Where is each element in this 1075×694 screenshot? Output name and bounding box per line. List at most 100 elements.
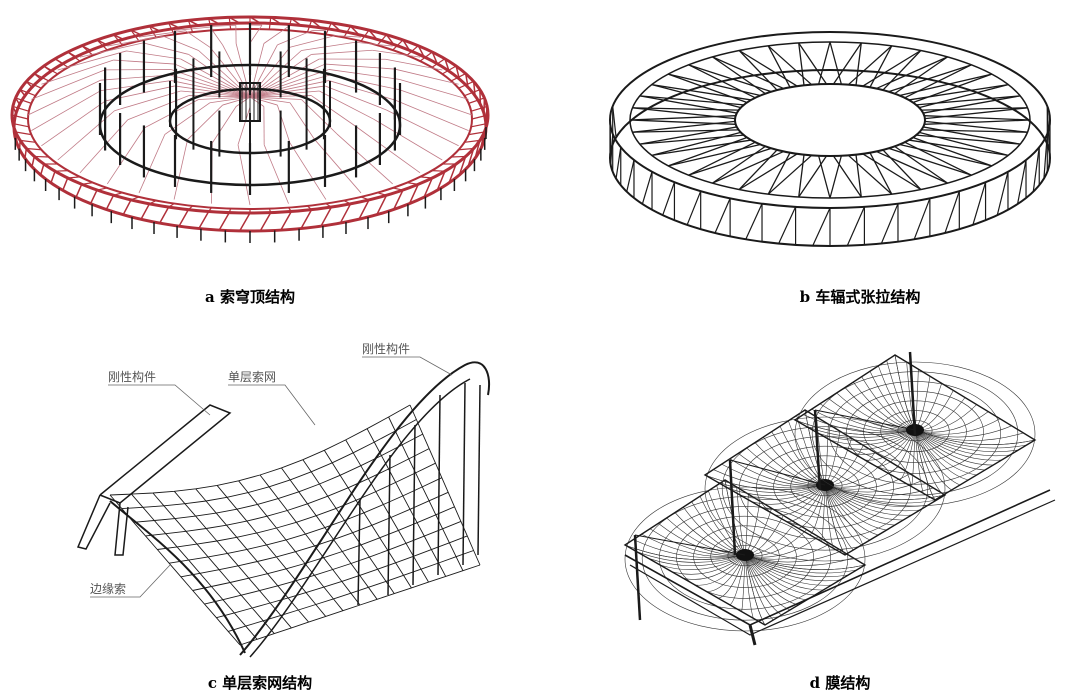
- membrane-radial-line: [914, 429, 924, 494]
- ring-truss-web: [420, 176, 433, 179]
- arch-support-column: [387, 454, 391, 596]
- spoke-cable: [923, 126, 1021, 145]
- membrane-radial-line: [744, 554, 857, 574]
- membrane-radial-line: [841, 429, 916, 450]
- ridge-cable: [399, 78, 469, 100]
- spoke-cable: [629, 119, 736, 125]
- spoke-cable: [912, 136, 993, 167]
- ring-truss-web: [377, 192, 387, 196]
- membrane-radial-line: [914, 369, 919, 431]
- membrane-radial-line: [824, 484, 937, 504]
- ridge-cable: [100, 74, 171, 81]
- membrane-radial-line: [911, 429, 916, 487]
- ring-truss-web: [14, 97, 21, 105]
- net-cable: [238, 480, 344, 611]
- membrane-radial-line: [744, 554, 824, 591]
- membrane-radial-line: [914, 429, 936, 501]
- spoke-cable: [888, 147, 972, 176]
- net-cable: [216, 485, 327, 617]
- membrane-radial-line: [751, 484, 826, 505]
- spoke-cable: [688, 147, 772, 176]
- ring-truss-web: [75, 183, 83, 198]
- membrane-radial-line: [914, 429, 994, 466]
- arch-support-column: [357, 499, 361, 606]
- ring-diagonal: [714, 198, 731, 234]
- membrane-radial-line: [824, 484, 904, 521]
- arch-support-column: [462, 382, 466, 566]
- spoke-cable: [738, 49, 798, 87]
- spoke-cable: [888, 64, 972, 93]
- ring-truss-web: [259, 212, 272, 232]
- ring-truss-web: [280, 211, 292, 231]
- spoke-cable: [916, 95, 1021, 106]
- membrane-hoop-line: [727, 544, 763, 567]
- membrane-radial-line: [671, 554, 746, 575]
- ring-truss-web: [19, 89, 26, 97]
- ring-truss-web: [464, 89, 481, 97]
- membrane-hoop-line: [807, 474, 843, 497]
- ridge-cable: [328, 69, 400, 80]
- membrane-radial-line: [821, 484, 826, 542]
- ring-truss-web: [330, 22, 341, 32]
- panel-d-membrane-figure: [610, 340, 1070, 650]
- ring-truss-web: [12, 106, 17, 114]
- callout-cable-net: 单层索网: [228, 370, 276, 384]
- ridge-cable: [289, 102, 315, 140]
- ring-truss-web: [311, 19, 322, 29]
- ridge-cable: [180, 90, 251, 98]
- ring-truss-web: [431, 58, 446, 68]
- ring-truss-web: [239, 212, 251, 232]
- ring-truss-web: [228, 16, 241, 24]
- net-cable: [409, 404, 481, 566]
- net-cable: [169, 477, 442, 564]
- membrane-radial-line: [713, 469, 826, 489]
- membrane-radial-line: [648, 554, 746, 567]
- membrane-radial-line: [899, 429, 916, 481]
- membrane-radial-line: [718, 554, 746, 599]
- edge-cable: [109, 500, 246, 654]
- spoke-cable: [862, 153, 922, 191]
- ring-diagonal: [1016, 159, 1027, 205]
- cable-net-drawing: 刚性构件 单层索网 刚性构件 边缘索: [76, 341, 490, 658]
- left-support-leg: [114, 502, 129, 556]
- ring-truss-web: [96, 187, 108, 191]
- spoke-cable: [919, 131, 1009, 157]
- spoke-cable: [908, 83, 1009, 101]
- ridge-cable: [311, 49, 373, 55]
- edge-truss-lower: [629, 499, 1056, 636]
- ring-truss-web: [300, 209, 313, 229]
- ring-truss-web: [187, 205, 193, 211]
- spoke-cable: [651, 83, 741, 109]
- spoke-cable: [738, 153, 798, 191]
- ridge-cable: [41, 59, 114, 85]
- membrane-radial-line: [739, 484, 826, 500]
- membrane-hoop-line: [863, 400, 967, 463]
- membrane-radial-line: [914, 418, 1001, 435]
- net-cable: [216, 535, 468, 619]
- spoke-cable: [798, 42, 828, 85]
- membrane-radial-line: [706, 554, 746, 592]
- ring-truss-web: [464, 139, 480, 143]
- ring-truss-web: [325, 22, 332, 35]
- ring-truss-web: [39, 163, 45, 176]
- membrane-radial-line: [824, 484, 921, 512]
- spoke-cable: [855, 42, 862, 86]
- ring-truss-web: [24, 148, 28, 159]
- ridge-cable: [373, 118, 443, 161]
- membrane-radial-line: [824, 484, 846, 556]
- ring-truss-web: [307, 205, 313, 211]
- ring-truss-web: [187, 20, 194, 33]
- ring-truss-web: [402, 39, 411, 51]
- ring-truss-web: [130, 196, 140, 201]
- membrane-radial-line: [914, 429, 944, 496]
- membrane-radial-line: [824, 484, 854, 551]
- ring-truss-web: [343, 200, 351, 205]
- ridge-cable: [328, 80, 396, 101]
- ring-truss-web: [130, 29, 142, 36]
- ridge-cable: [325, 85, 387, 111]
- membrane-radial-line: [914, 429, 952, 491]
- ring-truss-web: [149, 200, 157, 205]
- membrane-radial-line: [824, 484, 896, 526]
- ring-truss-web: [325, 203, 332, 208]
- ridge-cable: [314, 138, 362, 194]
